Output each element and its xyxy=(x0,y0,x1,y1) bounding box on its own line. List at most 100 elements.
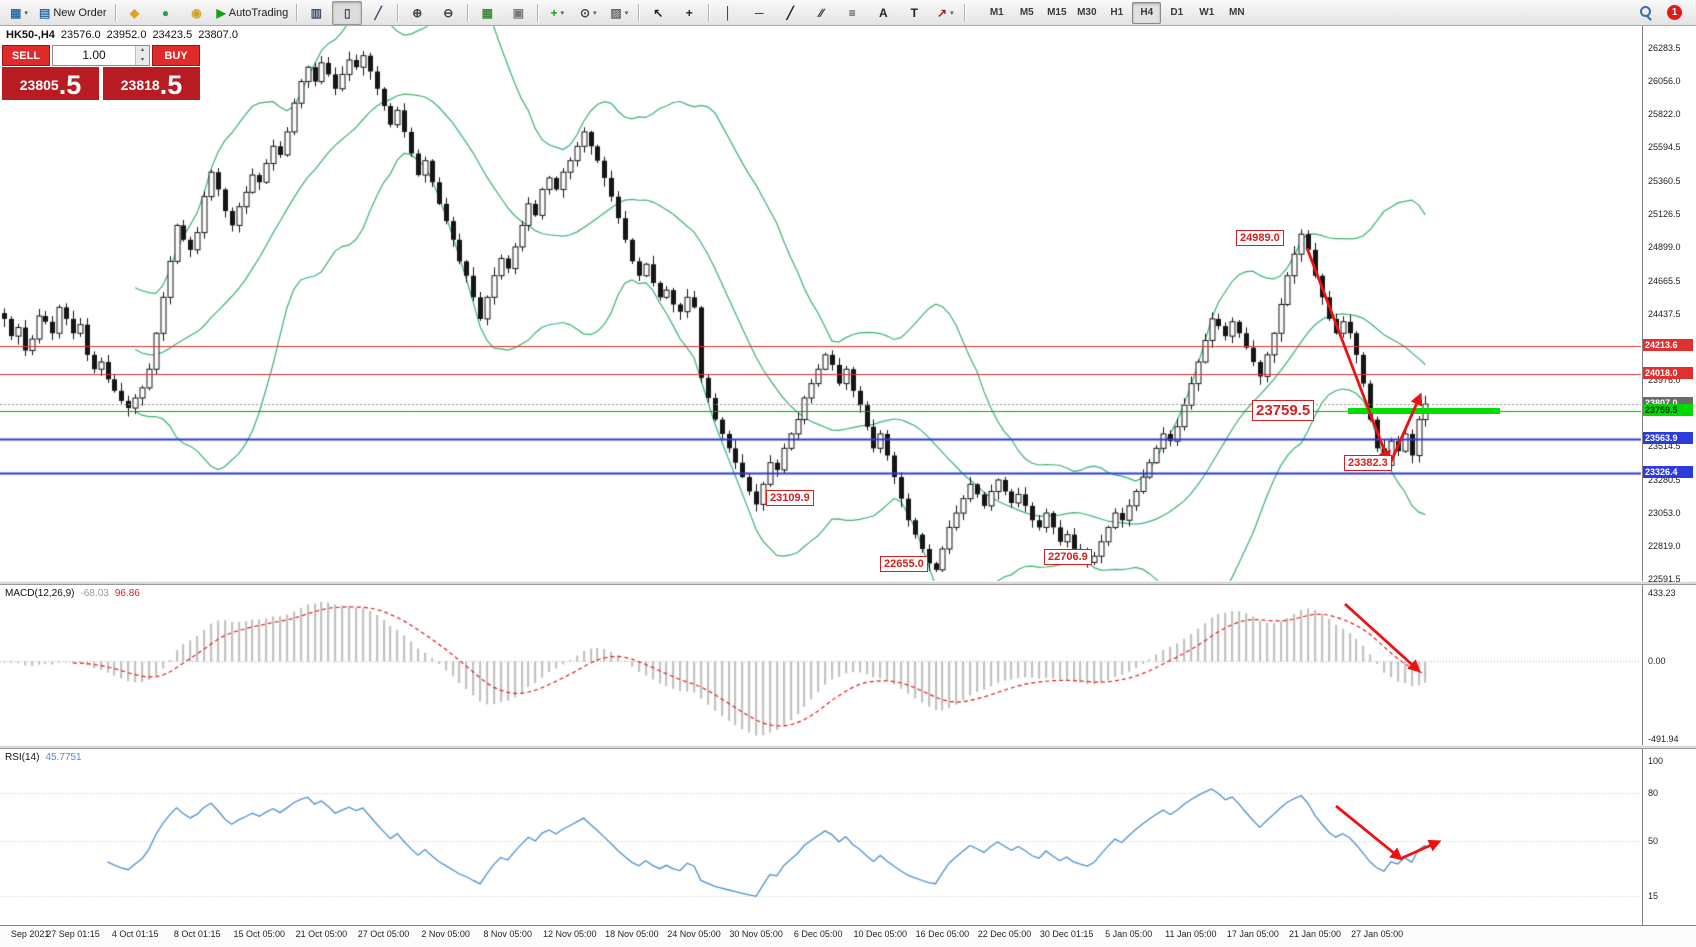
search-icon-handle xyxy=(1646,15,1652,21)
crosshair-icon: + xyxy=(685,5,693,20)
algo-trading-icon: ● xyxy=(161,5,170,20)
trendline-icon: ╱ xyxy=(786,5,794,20)
buy-button[interactable]: BUY xyxy=(152,45,200,66)
new-order-button[interactable]: ▤ New Order xyxy=(35,1,111,25)
volume-value[interactable]: 1.00 xyxy=(82,48,106,62)
cursor-icon: ↖ xyxy=(653,5,664,20)
autotrading-icon: ▶ xyxy=(216,5,226,20)
macd-pane-splitter[interactable] xyxy=(0,581,1696,585)
text-label-icon: T xyxy=(910,5,918,20)
timeframe-m15-button[interactable]: M15 xyxy=(1047,7,1067,18)
candlestick-chart-button[interactable]: ▯ xyxy=(332,0,363,25)
equidistant-channel-icon: ∕∕ xyxy=(819,5,824,20)
arrows-button[interactable]: ↗ ▾ xyxy=(930,1,960,25)
vertical-line-icon: │ xyxy=(724,5,733,20)
new-chart-icon: ▦ xyxy=(10,5,22,20)
rsi-pane-splitter[interactable] xyxy=(0,745,1696,749)
chart-ohlc-header: HK50-,H4 23576.0 23952.0 23423.5 23807.0 xyxy=(6,29,238,41)
zoom-in-icon: ⊕ xyxy=(412,5,423,20)
dropdown-caret-icon: ▾ xyxy=(24,9,28,17)
auto-arrange-icon: ▣ xyxy=(512,5,524,20)
text-icon: A xyxy=(878,5,888,20)
time-axis[interactable] xyxy=(0,925,1696,947)
line-chart-icon: ╱ xyxy=(374,5,382,20)
autotrading-button[interactable]: ▶ AutoTrading xyxy=(213,1,293,25)
text-button[interactable]: A xyxy=(868,1,898,25)
toolbar-separator xyxy=(708,3,710,22)
fibonacci-icon: ≡ xyxy=(848,5,856,20)
vertical-line-button[interactable]: │ xyxy=(713,1,743,25)
toolbar-separator xyxy=(114,3,116,22)
new-order-button-label: New Order xyxy=(53,6,107,19)
timeframe-d1-button[interactable]: D1 xyxy=(1170,7,1184,18)
toolbar-separator xyxy=(467,3,469,22)
volume-field[interactable]: 1.00 ▴ ▾ xyxy=(52,45,150,66)
trendline-button[interactable]: ╱ xyxy=(775,1,805,25)
macd-main-value: -68.03 xyxy=(80,588,109,599)
tile-windows-icon: ▦ xyxy=(481,5,493,20)
close-value: 23807.0 xyxy=(198,29,238,41)
toolbar-separator xyxy=(537,3,539,22)
fibonacci-button[interactable]: ≡ xyxy=(837,1,867,25)
macd-signal-value: 96.86 xyxy=(114,588,140,599)
metaeditor-button[interactable]: ◆ xyxy=(120,1,150,25)
volume-increase-button[interactable]: ▴ xyxy=(136,46,149,56)
search-icon[interactable] xyxy=(1640,6,1653,21)
new-chart-button[interactable]: ▦ ▾ xyxy=(4,1,34,25)
timeframe-h4-button[interactable]: H4 xyxy=(1132,1,1162,24)
text-label-button[interactable]: T xyxy=(899,1,929,25)
horizontal-line-button[interactable]: ─ xyxy=(744,1,774,25)
one-click-trading-panel: SELL 1.00 ▴ ▾ BUY 23805 .5 23818 .5 xyxy=(2,45,200,100)
sell-price-base: 23805 xyxy=(19,77,59,93)
volume-decrease-button[interactable]: ▾ xyxy=(136,55,149,65)
timeframe-mn-button[interactable]: MN xyxy=(1229,7,1245,18)
dropdown-caret-icon: ▾ xyxy=(593,9,597,17)
timeframe-bar: M1 M5 M15 M30 H1 H4 D1 W1 MN xyxy=(982,1,1251,24)
zoom-out-icon: ⊖ xyxy=(443,5,454,20)
algo-trading-button[interactable]: ● xyxy=(151,1,181,25)
timeframe-m5-button[interactable]: M5 xyxy=(1019,7,1034,18)
templates-button[interactable]: ▨ ▾ xyxy=(604,1,634,25)
toolbar-items: ▦ ▾ ▤ New Order ◆ ● ◉ ▶ AutoTrading ▥ ▯ ╱ ⊕ ⊖ ▦ ▣ + ▾ ⊙ ▾ ▨ ▾… xyxy=(4,0,968,25)
arrows-icon: ↗ xyxy=(937,5,948,20)
sell-price[interactable]: 23805 .5 xyxy=(2,67,99,100)
zoom-out-button[interactable]: ⊖ xyxy=(433,1,463,25)
timeframe-m1-button[interactable]: M1 xyxy=(989,7,1004,18)
main-toolbar: ▦ ▾ ▤ New Order ◆ ● ◉ ▶ AutoTrading ▥ ▯ ╱ ⊕ ⊖ ▦ ▣ + ▾ ⊙ ▾ ▨ ▾… xyxy=(0,0,1696,26)
notification-badge[interactable]: 1 xyxy=(1667,5,1682,20)
options-button[interactable]: ◉ xyxy=(182,1,212,25)
horizontal-line-icon: ─ xyxy=(755,5,764,20)
candlestick-chart-icon: ▯ xyxy=(343,5,351,20)
sell-price-big-digit: .5 xyxy=(58,70,82,100)
toolbar-separator xyxy=(397,3,399,22)
equidistant-channel-button[interactable]: ∕∕ xyxy=(806,1,836,25)
bar-chart-button[interactable]: ▥ xyxy=(301,1,331,25)
tile-windows-button[interactable]: ▦ xyxy=(472,1,502,25)
toolbar-separator xyxy=(638,3,640,22)
symbol-period-label: HK50-,H4 xyxy=(6,29,55,41)
toolbar-right: 1 xyxy=(1640,5,1692,21)
macd-label: MACD(12,26,9) -68.03 96.86 xyxy=(5,588,140,599)
crosshair-button[interactable]: + xyxy=(674,1,704,25)
timeframe-m30-button[interactable]: M30 xyxy=(1077,7,1097,18)
cursor-button[interactable]: ↖ xyxy=(643,1,673,25)
timeframe-h1-button[interactable]: H1 xyxy=(1110,7,1124,18)
zoom-in-button[interactable]: ⊕ xyxy=(402,1,432,25)
dropdown-caret-icon: ▾ xyxy=(950,9,954,17)
buy-price-big-digit: .5 xyxy=(159,70,183,100)
volume-spinner: ▴ ▾ xyxy=(135,46,149,65)
timeframe-w1-button[interactable]: W1 xyxy=(1199,7,1215,18)
dropdown-caret-icon: ▾ xyxy=(624,9,629,17)
rsi-label: RSI(14) 45.7751 xyxy=(5,752,82,763)
periods-button[interactable]: ⊙ ▾ xyxy=(573,1,603,25)
price-axis-strip[interactable] xyxy=(1642,26,1696,925)
auto-arrange-button[interactable]: ▣ xyxy=(503,1,533,25)
options-icon: ◉ xyxy=(191,5,202,20)
sell-button[interactable]: SELL xyxy=(2,45,50,66)
line-chart-button[interactable]: ╱ xyxy=(363,1,393,25)
indicators-button[interactable]: + ▾ xyxy=(542,1,572,25)
open-value: 23576.0 xyxy=(60,29,101,41)
buy-price[interactable]: 23818 .5 xyxy=(103,67,200,100)
